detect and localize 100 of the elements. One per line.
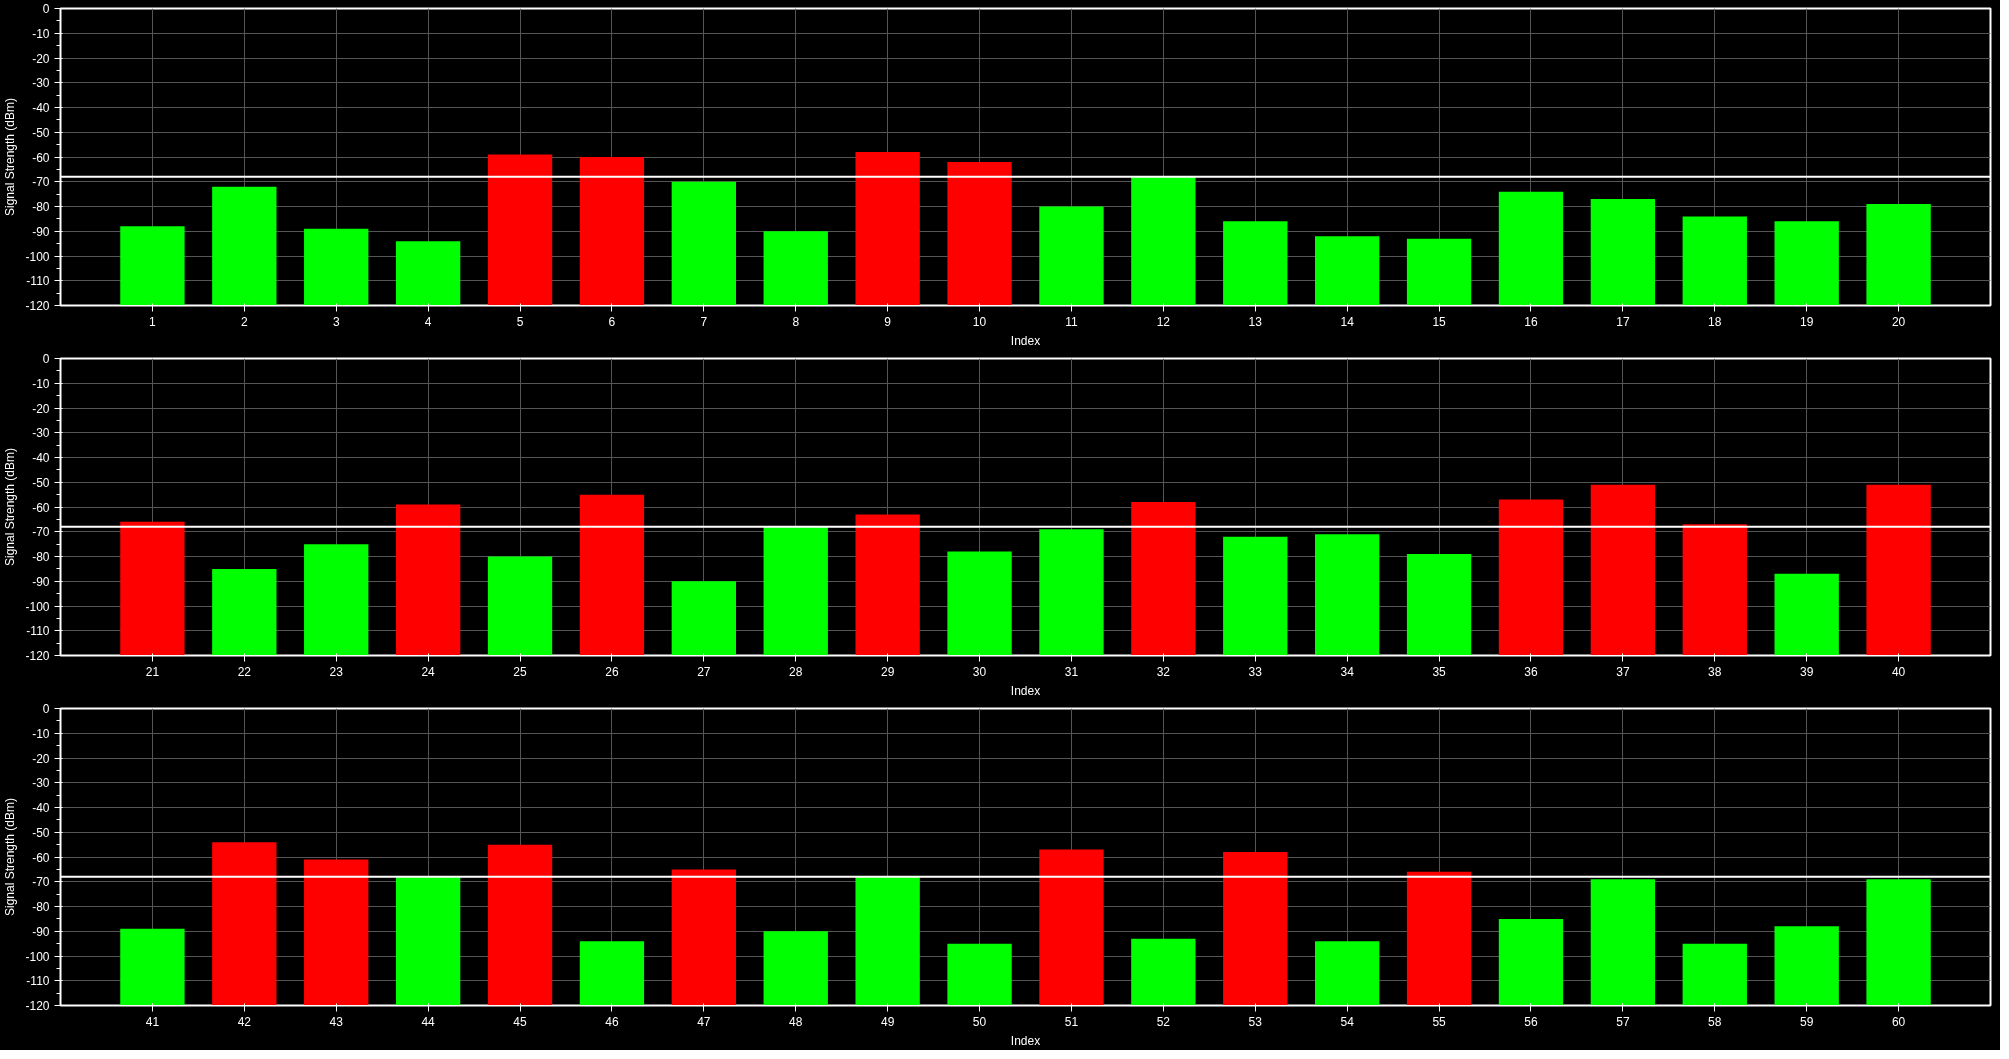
bar (671, 181, 736, 306)
y-tick-label: -50 (32, 125, 50, 140)
x-tick-label: 9 (884, 314, 892, 329)
x-tick-label: 17 (1616, 314, 1630, 329)
x-tick-label: 36 (1524, 664, 1538, 679)
y-tick-label: -30 (32, 76, 50, 91)
bar (1774, 926, 1839, 1006)
bar (671, 869, 736, 1006)
bar (579, 494, 645, 656)
bar (120, 928, 185, 1006)
y-tick-label: -70 (32, 175, 50, 190)
bar (947, 161, 1012, 306)
bar (1039, 206, 1104, 306)
bar (1498, 499, 1564, 656)
x-tick-label: 52 (1156, 1014, 1171, 1029)
bar (1682, 943, 1747, 1006)
y-tick-label: -40 (32, 801, 50, 815)
x-axis-title: Index (1010, 1033, 1041, 1048)
x-tick-label: 35 (1432, 664, 1447, 679)
x-tick-label: 26 (605, 664, 619, 679)
bar (1498, 918, 1564, 1006)
bar (1223, 536, 1288, 656)
x-tick-label: 32 (1156, 664, 1171, 679)
y-tick-label: -10 (32, 26, 50, 41)
bar (763, 526, 828, 656)
y-tick-label: -90 (32, 924, 50, 939)
x-tick-label: 28 (789, 664, 803, 679)
bar (487, 154, 553, 306)
bar (1131, 502, 1196, 656)
y-tick-label: -100 (25, 249, 50, 264)
x-tick-label: 39 (1800, 664, 1814, 679)
y-tick-label: -20 (32, 401, 50, 416)
x-axis-title: Index (1010, 333, 1041, 348)
bar (855, 514, 920, 656)
y-tick-label: 0 (42, 2, 50, 16)
bar (1406, 238, 1472, 306)
y-tick-label: -20 (32, 751, 50, 766)
y-tick-label: -110 (26, 624, 50, 639)
x-tick-label: 54 (1340, 1014, 1355, 1029)
y-axis-title: Signal Strength (dBm) (3, 447, 18, 567)
x-tick-label: 11 (1065, 314, 1079, 329)
x-tick-label: 41 (145, 1014, 160, 1029)
x-tick-label: 14 (1340, 314, 1355, 329)
y-tick-label: -110 (26, 974, 50, 989)
y-axis-title: Signal Strength (dBm) (3, 797, 18, 917)
bar (120, 521, 185, 656)
x-tick-label: 22 (237, 664, 252, 679)
bar (212, 568, 277, 656)
x-tick-label: 38 (1708, 664, 1722, 679)
bar (855, 876, 920, 1006)
y-tick-label: 0 (42, 352, 50, 366)
y-axis-title: Signal Strength (dBm) (3, 97, 18, 217)
x-tick-label: 57 (1616, 1014, 1630, 1029)
bar (1131, 176, 1196, 306)
y-tick-label: -70 (32, 525, 50, 540)
x-tick-label: 29 (880, 664, 895, 679)
bar (1039, 529, 1104, 656)
bar (487, 556, 553, 656)
y-tick-label: -50 (32, 475, 50, 490)
x-tick-label: 6 (608, 314, 616, 329)
x-tick-label: 34 (1340, 664, 1355, 679)
bar (1590, 879, 1656, 1006)
bar (1315, 941, 1380, 1006)
y-tick-label: -60 (32, 500, 50, 515)
x-tick-label: 3 (332, 314, 340, 329)
bar (1682, 216, 1747, 306)
x-tick-label: 51 (1064, 1014, 1079, 1029)
x-tick-label: 49 (880, 1014, 895, 1029)
bar (1406, 554, 1472, 656)
x-tick-label: 50 (972, 1014, 987, 1029)
x-tick-label: 23 (329, 664, 344, 679)
bar (1406, 871, 1472, 1006)
x-tick-label: 18 (1708, 314, 1722, 329)
bar (1315, 534, 1380, 656)
bar (1315, 236, 1380, 306)
x-tick-label: 7 (700, 314, 708, 329)
y-tick-label: -100 (25, 949, 50, 964)
x-axis-title: Index (1010, 683, 1041, 698)
y-tick-label: -10 (32, 726, 50, 741)
x-tick-label: 16 (1524, 314, 1538, 329)
y-tick-label: -70 (32, 875, 50, 890)
bar (1682, 524, 1747, 656)
x-tick-label: 27 (697, 664, 711, 679)
bar (304, 859, 369, 1006)
x-tick-label: 8 (792, 314, 800, 329)
bar (763, 231, 828, 306)
x-tick-label: 43 (329, 1014, 344, 1029)
bar (395, 876, 461, 1006)
y-tick-label: -120 (25, 649, 50, 663)
bar (120, 226, 185, 306)
bar (763, 931, 828, 1006)
bar (579, 941, 645, 1006)
y-tick-label: -50 (32, 825, 50, 840)
x-tick-label: 1 (149, 314, 157, 329)
y-tick-label: -40 (32, 451, 50, 465)
x-tick-label: 15 (1432, 314, 1447, 329)
x-tick-label: 58 (1708, 1014, 1722, 1029)
x-tick-label: 60 (1891, 1014, 1906, 1029)
x-tick-label: 20 (1891, 314, 1906, 329)
x-tick-label: 5 (516, 314, 524, 329)
